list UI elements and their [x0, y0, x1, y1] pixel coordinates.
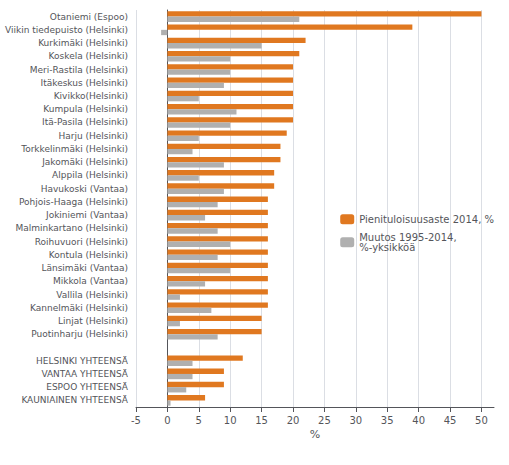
- svg-text:Pienituloisuusaste 2014, %: Pienituloisuusaste 2014, %: [359, 214, 494, 225]
- svg-text:50: 50: [475, 415, 488, 426]
- svg-text:%-yksikköä: %-yksikköä: [359, 242, 415, 253]
- svg-text:Viikin tiedepuisto (Helsinki): Viikin tiedepuisto (Helsinki): [5, 25, 128, 35]
- svg-text:KAUNIAINEN YHTEENSÄ: KAUNIAINEN YHTEENSÄ: [21, 395, 128, 405]
- svg-text:Kontula (Helsinki): Kontula (Helsinki): [49, 250, 128, 260]
- svg-text:0: 0: [164, 415, 170, 426]
- svg-text:Malminkartano (Helsinki): Malminkartano (Helsinki): [15, 223, 128, 233]
- svg-text:Kumpula (Helsinki): Kumpula (Helsinki): [43, 104, 128, 114]
- svg-text:Havukoski (Vantaa): Havukoski (Vantaa): [41, 184, 128, 194]
- svg-text:Vallila (Helsinki): Vallila (Helsinki): [56, 290, 128, 300]
- svg-text:Itä-Pasila (Helsinki): Itä-Pasila (Helsinki): [42, 117, 128, 127]
- svg-text:Jakomäki (Helsinki): Jakomäki (Helsinki): [41, 157, 128, 167]
- svg-text:15: 15: [255, 415, 268, 426]
- svg-text:45: 45: [444, 415, 457, 426]
- svg-text:Torkkelinmäki (Helsinki): Torkkelinmäki (Helsinki): [20, 144, 128, 154]
- svg-text:Kurkimäki (Helsinki): Kurkimäki (Helsinki): [38, 38, 128, 48]
- svg-text:Koskela (Helsinki): Koskela (Helsinki): [49, 51, 128, 61]
- svg-text:35: 35: [381, 415, 394, 426]
- svg-text:HELSINKI YHTEENSÄ: HELSINKI YHTEENSÄ: [36, 356, 129, 366]
- svg-text:5: 5: [196, 415, 202, 426]
- svg-text:VANTAA YHTEENSÄ: VANTAA YHTEENSÄ: [41, 369, 128, 379]
- svg-text:%: %: [310, 428, 320, 441]
- svg-text:Puotinharju (Helsinki): Puotinharju (Helsinki): [31, 329, 128, 339]
- svg-text:ESPOO YHTEENSÄ: ESPOO YHTEENSÄ: [46, 382, 129, 392]
- svg-text:Harju (Helsinki): Harju (Helsinki): [59, 131, 128, 141]
- svg-text:Muutos 1995-2014,: Muutos 1995-2014,: [359, 231, 457, 243]
- svg-text:Kannelmäki (Helsinki): Kannelmäki (Helsinki): [30, 303, 128, 313]
- svg-text:Kivikko(Helsinki): Kivikko(Helsinki): [54, 91, 128, 101]
- svg-text:Alppila (Helsinki): Alppila (Helsinki): [52, 170, 128, 180]
- svg-text:Pohjois-Haaga (Helsinki): Pohjois-Haaga (Helsinki): [19, 197, 128, 207]
- svg-text:30: 30: [349, 415, 362, 426]
- svg-text:Länsimäki (Vantaa): Länsimäki (Vantaa): [41, 263, 128, 273]
- svg-text:40: 40: [412, 415, 425, 426]
- svg-text:10: 10: [224, 415, 237, 426]
- svg-text:Itäkeskus (Helsinki): Itäkeskus (Helsinki): [41, 78, 128, 88]
- svg-text:Roihuvuori (Helsinki): Roihuvuori (Helsinki): [35, 237, 128, 247]
- svg-text:Meri-Rastila (Helsinki): Meri-Rastila (Helsinki): [30, 65, 128, 75]
- svg-text:Linjat (Helsinki): Linjat (Helsinki): [58, 316, 128, 326]
- svg-text:-5: -5: [131, 415, 141, 426]
- svg-text:Mikkola (Vantaa): Mikkola (Vantaa): [53, 276, 128, 286]
- svg-text:20: 20: [287, 415, 300, 426]
- svg-text:25: 25: [318, 415, 331, 426]
- svg-text:Jokiniemi (Vantaa): Jokiniemi (Vantaa): [45, 210, 128, 220]
- svg-text:Otaniemi (Espoo): Otaniemi (Espoo): [50, 12, 128, 22]
